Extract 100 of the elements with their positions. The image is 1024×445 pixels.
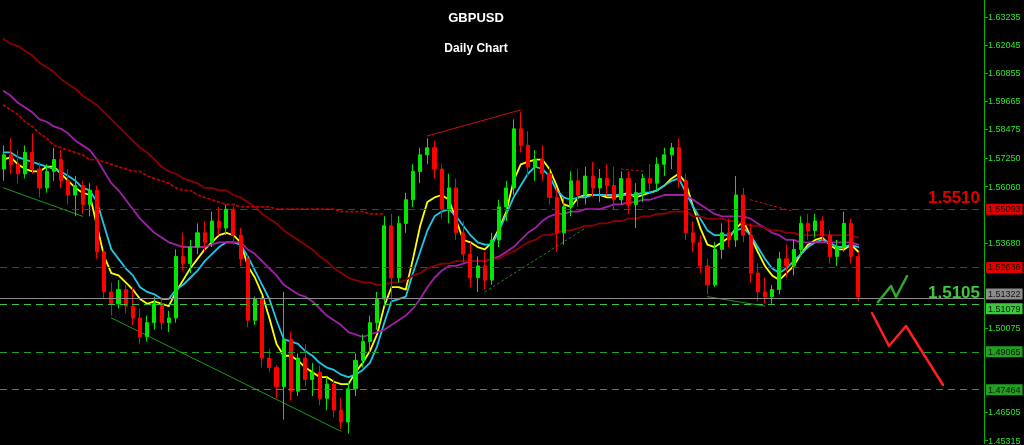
candlestick: [239, 227, 243, 267]
candlestick: [461, 220, 465, 265]
candlestick: [770, 284, 774, 305]
candlestick: [45, 163, 49, 194]
candlestick: [296, 352, 300, 397]
candlestick: [160, 298, 164, 331]
candlestick: [727, 218, 731, 248]
candlestick: [662, 147, 666, 177]
candlestick: [318, 364, 322, 406]
candlestick: [2, 144, 6, 182]
candlestick: [397, 215, 401, 283]
candlestick: [526, 130, 530, 177]
ref-line-label: 1.51322: [988, 289, 1021, 299]
candlestick: [81, 180, 85, 215]
candlestick: [332, 378, 336, 418]
candlestick: [195, 222, 200, 255]
candlestick: [188, 239, 192, 274]
candlestick: [512, 118, 516, 196]
candlestick: [598, 168, 602, 203]
candlestick: [820, 215, 824, 243]
line-series: [2, 38, 860, 286]
candlestick: [253, 296, 257, 326]
candlestick: [73, 175, 77, 217]
candlestick: [705, 258, 710, 295]
candlestick: [425, 137, 429, 165]
candlestick: [562, 196, 566, 246]
candlestick: [267, 348, 271, 373]
candlestick: [382, 215, 386, 307]
candlestick: [152, 296, 156, 331]
candlestick: [497, 199, 501, 248]
candlestick: [648, 163, 652, 194]
y-tick-label: 1.53680: [988, 237, 1021, 248]
candlestick: [828, 229, 832, 265]
candlestick: [533, 149, 537, 182]
candlestick: [231, 206, 235, 246]
candlestick: [655, 156, 659, 191]
candlestick: [447, 173, 451, 224]
candlestick: [52, 147, 56, 182]
candlestick: [109, 281, 113, 317]
candlestick: [605, 163, 609, 196]
candlestick: [310, 362, 314, 397]
candlestick: [806, 213, 810, 241]
candlestick: [684, 173, 688, 241]
candlestick: [375, 291, 379, 331]
candlestick: [842, 211, 846, 253]
candlestick: [784, 244, 789, 279]
candlestick: [260, 293, 264, 369]
candlestick: [174, 248, 178, 324]
candlestick: [217, 206, 221, 236]
candlestick: [9, 137, 13, 175]
candlestick: [116, 279, 121, 309]
candlestick: [30, 133, 34, 175]
candlestick: [346, 381, 350, 435]
annotation: 1.5510: [928, 188, 980, 208]
candlestick: [167, 310, 171, 333]
candlestick: [23, 144, 27, 179]
candlestick: [569, 170, 573, 217]
candlestick: [88, 182, 92, 217]
candlestick: [37, 161, 42, 198]
candlestick: [411, 163, 415, 208]
candlestick: [677, 137, 681, 189]
candlestick: [289, 331, 293, 402]
candlestick: [476, 255, 480, 293]
y-tick-label: 1.58475: [988, 124, 1021, 135]
candlestick: [591, 161, 595, 198]
candlestick: [626, 170, 631, 215]
ref-line-label: 1.47464: [988, 384, 1021, 395]
candlestick: [792, 239, 796, 276]
candlestick: [641, 173, 645, 203]
candlestick: [282, 291, 286, 421]
candlestick: [353, 352, 358, 397]
candlestick: [555, 187, 559, 253]
candlestick: [713, 241, 717, 288]
candlestick: [670, 142, 674, 170]
ref-line-label: 1.51079: [988, 303, 1021, 314]
ref-line-label: 1.49065: [988, 346, 1021, 357]
candlestick: [612, 166, 616, 210]
candlestick: [418, 147, 422, 184]
candlestick: [66, 168, 70, 205]
candlestick: [856, 251, 860, 302]
candlestick: [504, 180, 508, 222]
candlestick: [835, 239, 839, 267]
candlestick: [720, 222, 724, 260]
candlestick: [95, 185, 99, 260]
candlestick: [813, 213, 817, 239]
candlestick: [454, 177, 458, 241]
candlestick: [59, 149, 63, 189]
y-tick-label: 1.60855: [988, 68, 1021, 79]
candlestick: [483, 251, 487, 291]
candlestick: [303, 343, 307, 387]
candlestick: [734, 175, 738, 248]
candlestick: [16, 149, 20, 184]
y-tick-label: 1.46505: [988, 407, 1021, 418]
y-tick-label: 1.62045: [988, 40, 1021, 51]
candlestick: [756, 263, 760, 302]
candlestick: [763, 277, 767, 305]
candlestick: [274, 364, 279, 399]
y-tick-label: 1.45315: [988, 435, 1021, 445]
candlestick: [583, 166, 587, 205]
candlestick: [224, 203, 228, 236]
